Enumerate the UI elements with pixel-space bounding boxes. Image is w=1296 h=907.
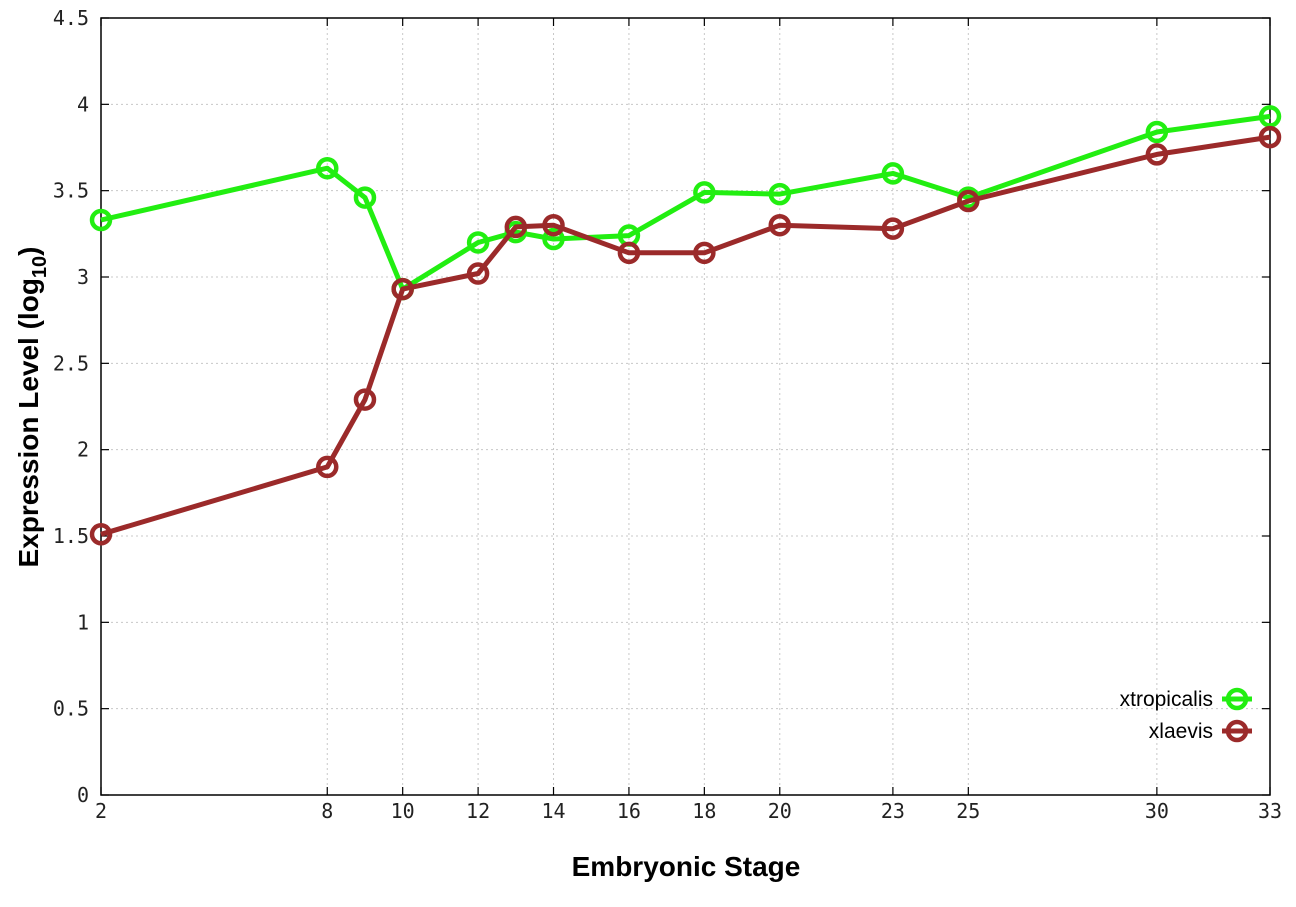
- y-tick-label: 3.5: [53, 179, 89, 203]
- x-tick-label: 23: [881, 799, 905, 823]
- y-tick-label: 4.5: [53, 6, 89, 30]
- y-tick-label: 4: [77, 92, 89, 116]
- x-tick-label: 30: [1145, 799, 1169, 823]
- data-point-xlaevis: [1145, 143, 1169, 166]
- y-tick-label: 0.5: [53, 697, 89, 721]
- data-point-xlaevis: [504, 215, 528, 239]
- y-axis-title-subscript: 10: [29, 256, 51, 278]
- x-tick-label: 10: [391, 799, 415, 823]
- x-tick-label: 25: [956, 799, 980, 823]
- data-point-xlaevis: [1258, 125, 1282, 149]
- x-tick-label: 16: [617, 799, 641, 823]
- y-tick-label: 2.5: [53, 351, 89, 375]
- series-xtropicalis: [89, 105, 1282, 301]
- axes: 0 0.5 1 1.5 2 2.5 3 3.5 4 4.5 2 8 10 12 14 16 18 20 23 25 30…: [53, 6, 1282, 823]
- y-axis-title-close: ): [13, 247, 44, 256]
- x-tick-label: 33: [1258, 799, 1282, 823]
- data-point-xtropicalis: [881, 162, 905, 185]
- plot-frame: [100, 17, 1271, 796]
- series-line-xlaevis: [100, 134, 1271, 537]
- legend-label-xtropicalis: xtropicalis: [1120, 688, 1213, 711]
- series-xlaevis: [89, 125, 1282, 546]
- data-point-xlaevis: [316, 455, 339, 479]
- series-line-xtropicalis: [100, 113, 1271, 292]
- data-point-xlaevis: [957, 189, 980, 213]
- x-tick-label: 20: [768, 799, 792, 823]
- series-lines: [89, 105, 1282, 546]
- data-point-xtropicalis: [768, 182, 792, 206]
- data-point-xtropicalis: [89, 208, 113, 232]
- data-point-xlaevis: [353, 388, 377, 411]
- data-point-xtropicalis: [1145, 120, 1169, 144]
- data-point-xlaevis: [693, 241, 716, 265]
- y-tick-label: 3: [77, 265, 89, 289]
- x-tick-label: 2: [95, 799, 107, 823]
- data-point-xlaevis: [542, 213, 565, 237]
- y-tick-label: 1: [77, 610, 89, 634]
- data-point-xlaevis: [617, 241, 641, 265]
- legend: xtropicalis xlaevis: [1120, 687, 1252, 743]
- data-point-xtropicalis: [316, 156, 339, 180]
- legend-swatch-marker-xtropicalis: [1225, 687, 1249, 711]
- data-point-xtropicalis: [1258, 105, 1282, 128]
- legend-label-xlaevis: xlaevis: [1149, 720, 1213, 743]
- data-point-xtropicalis: [542, 227, 565, 251]
- grid: [101, 18, 1270, 795]
- y-tick-label: 2: [77, 438, 89, 462]
- legend-swatch-marker-xlaevis: [1225, 719, 1249, 743]
- data-point-xlaevis: [391, 277, 414, 301]
- y-tick-label: 0: [77, 783, 89, 807]
- data-point-xlaevis: [768, 213, 792, 237]
- data-point-xtropicalis: [466, 231, 490, 254]
- x-tick-label: 18: [692, 799, 716, 823]
- data-point-xtropicalis: [353, 186, 377, 209]
- data-point-xlaevis: [89, 523, 113, 546]
- y-axis-title-main: Expression Level (log: [13, 278, 44, 567]
- x-tick-label: 14: [541, 799, 565, 823]
- data-point-xlaevis: [466, 262, 490, 285]
- x-tick-label: 8: [321, 799, 333, 823]
- y-tick-label: 1.5: [53, 524, 89, 548]
- data-point-xtropicalis: [693, 181, 716, 204]
- x-axis-title: Embryonic Stage: [572, 851, 801, 882]
- x-tick-label: 12: [466, 799, 490, 823]
- data-point-xlaevis: [881, 217, 905, 240]
- y-axis-title: Expression Level (log10): [13, 247, 51, 568]
